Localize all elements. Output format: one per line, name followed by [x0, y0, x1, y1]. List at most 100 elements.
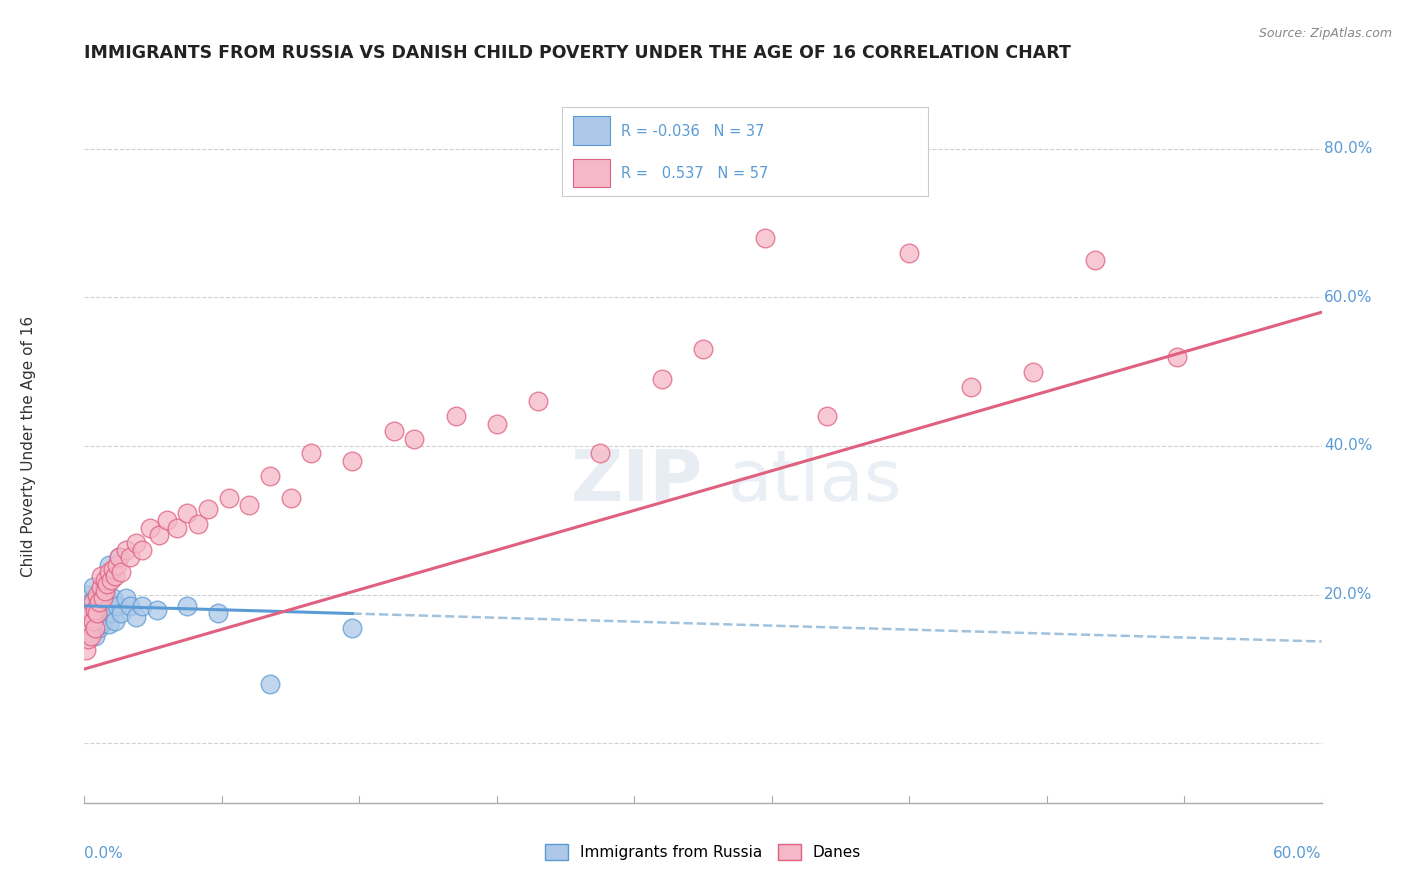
Text: 60.0%: 60.0%: [1324, 290, 1372, 305]
Point: [83, 602, 105, 616]
Point: [238, 499, 260, 513]
Point: [960, 379, 983, 393]
Point: [87, 599, 110, 613]
Point: [1022, 365, 1045, 379]
Point: [86, 610, 108, 624]
Point: [94, 580, 117, 594]
Point: [118, 599, 141, 613]
Point: [90, 588, 112, 602]
Text: 40.0%: 40.0%: [1324, 439, 1372, 453]
Point: [259, 468, 281, 483]
Point: [299, 446, 322, 460]
Point: [156, 513, 179, 527]
Point: [651, 372, 673, 386]
Bar: [574, 159, 610, 187]
Text: Child Poverty Under the Age of 16: Child Poverty Under the Age of 16: [21, 316, 37, 576]
Point: [108, 550, 131, 565]
Point: [86, 607, 108, 621]
Point: [139, 521, 162, 535]
Point: [77, 607, 100, 621]
Point: [83, 628, 105, 642]
Point: [90, 617, 112, 632]
Point: [104, 614, 127, 628]
Point: [342, 621, 364, 635]
Bar: [574, 116, 610, 145]
Point: [94, 573, 117, 587]
Point: [77, 632, 100, 647]
Point: [105, 599, 128, 613]
Point: [280, 491, 302, 505]
Text: Source: ZipAtlas.com: Source: ZipAtlas.com: [1258, 27, 1392, 40]
Point: [83, 602, 105, 616]
Point: [114, 591, 136, 606]
Text: IMMIGRANTS FROM RUSSIA VS DANISH CHILD POVERTY UNDER THE AGE OF 16 CORRELATION C: IMMIGRANTS FROM RUSSIA VS DANISH CHILD P…: [84, 45, 1071, 62]
Point: [342, 454, 364, 468]
Point: [259, 677, 281, 691]
Text: atlas: atlas: [728, 447, 903, 516]
Point: [110, 607, 132, 621]
Point: [79, 621, 101, 635]
Text: R = -0.036   N = 37: R = -0.036 N = 37: [621, 124, 765, 138]
Point: [145, 602, 167, 616]
Point: [96, 591, 118, 606]
Point: [91, 614, 114, 628]
Point: [77, 588, 100, 602]
Point: [110, 566, 132, 580]
Point: [166, 521, 188, 535]
Text: 80.0%: 80.0%: [1324, 141, 1372, 156]
Point: [444, 409, 467, 424]
Point: [79, 607, 101, 621]
Point: [589, 446, 612, 460]
Point: [125, 610, 148, 624]
Point: [96, 576, 118, 591]
Point: [527, 394, 550, 409]
Point: [815, 409, 838, 424]
Point: [104, 569, 127, 583]
Point: [1166, 350, 1188, 364]
Point: [77, 617, 100, 632]
Point: [103, 591, 125, 606]
Point: [86, 588, 108, 602]
Text: 60.0%: 60.0%: [1274, 846, 1322, 861]
Text: ZIP: ZIP: [571, 447, 703, 516]
Text: R =   0.537   N = 57: R = 0.537 N = 57: [621, 167, 768, 181]
Point: [1084, 253, 1107, 268]
Point: [82, 580, 104, 594]
Point: [82, 595, 104, 609]
Point: [108, 550, 131, 565]
Text: 20.0%: 20.0%: [1324, 587, 1372, 602]
Point: [98, 558, 121, 572]
Point: [100, 573, 122, 587]
Point: [100, 607, 122, 621]
Text: 0.0%: 0.0%: [84, 846, 124, 861]
Point: [692, 343, 714, 357]
Point: [176, 506, 198, 520]
Point: [898, 245, 921, 260]
Legend: Immigrants from Russia, Danes: Immigrants from Russia, Danes: [538, 838, 868, 866]
Point: [87, 621, 110, 635]
Point: [91, 591, 114, 606]
Point: [118, 550, 141, 565]
Point: [105, 558, 128, 572]
Point: [485, 417, 508, 431]
Point: [75, 643, 97, 657]
Point: [404, 432, 426, 446]
Point: [148, 528, 170, 542]
Point: [98, 566, 121, 580]
Point: [86, 591, 108, 606]
Point: [83, 621, 105, 635]
Point: [176, 599, 198, 613]
Point: [125, 535, 148, 549]
Point: [82, 614, 104, 628]
Point: [197, 502, 219, 516]
Point: [98, 617, 121, 632]
Point: [90, 580, 112, 594]
Point: [87, 595, 110, 609]
Point: [90, 569, 112, 583]
Point: [131, 599, 153, 613]
Point: [82, 614, 104, 628]
Point: [91, 607, 114, 621]
Point: [75, 628, 97, 642]
Point: [382, 424, 405, 438]
Point: [79, 595, 101, 609]
